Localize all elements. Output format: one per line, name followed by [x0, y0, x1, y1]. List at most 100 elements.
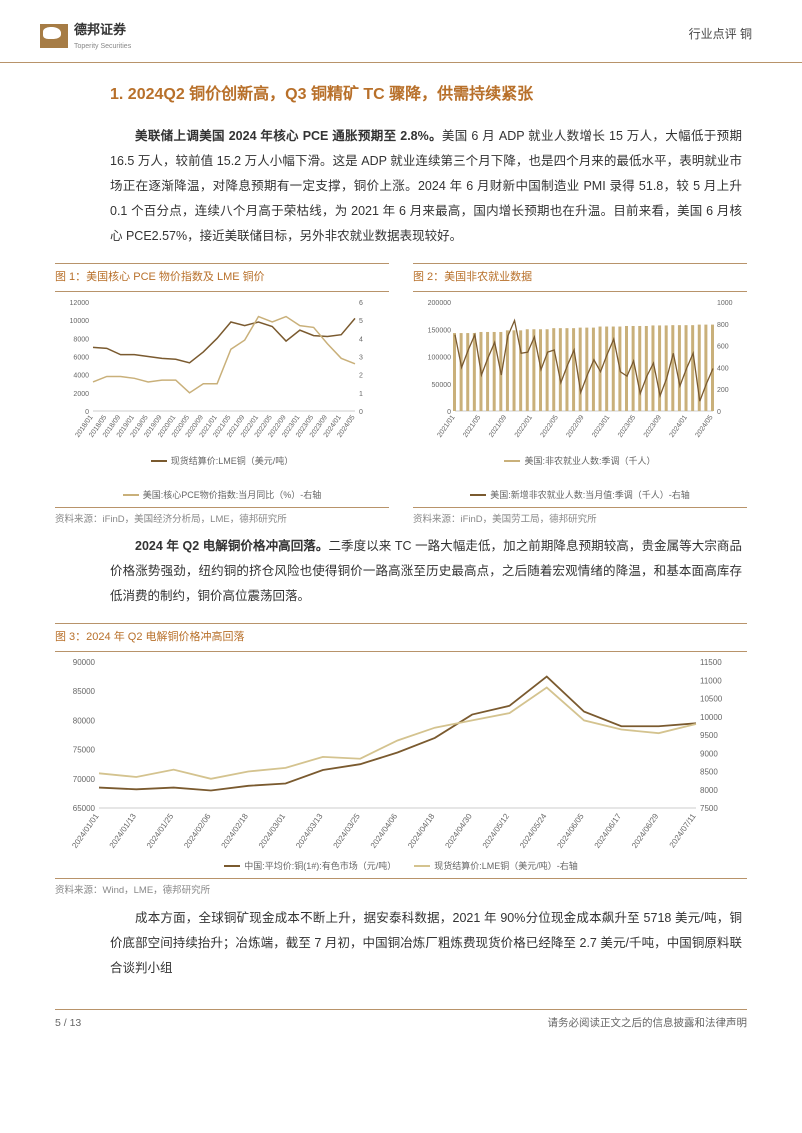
swatch	[504, 460, 520, 462]
chart-1-source: 资料来源：iFinD，美国经济分析局，LME，德邦研究所	[55, 507, 389, 528]
svg-text:2024/05: 2024/05	[694, 414, 714, 439]
svg-text:7500: 7500	[700, 804, 718, 813]
svg-text:2: 2	[359, 373, 363, 380]
logo-block: 德邦证券 Toperity Securities	[40, 18, 131, 54]
svg-text:10000: 10000	[700, 713, 723, 722]
svg-text:800: 800	[717, 322, 729, 329]
svg-text:200: 200	[717, 387, 729, 394]
paragraph-1: 美联储上调美国 2024 年核心 PCE 通胀预期至 2.8%。美国 6 月 A…	[110, 124, 742, 249]
svg-text:11500: 11500	[700, 658, 722, 667]
para1-bold: 美联储上调美国 2024 年核心 PCE 通胀预期至 2.8%。	[135, 129, 442, 143]
svg-text:100000: 100000	[428, 354, 451, 361]
swatch	[151, 460, 167, 462]
swatch	[224, 865, 240, 867]
svg-text:6000: 6000	[73, 354, 89, 361]
svg-text:2024/06/29: 2024/06/29	[630, 812, 661, 850]
svg-text:2024/02/18: 2024/02/18	[220, 812, 251, 850]
svg-text:2023/01: 2023/01	[591, 414, 611, 439]
page-number: 5 / 13	[55, 1014, 81, 1033]
paragraph-2: 2024 年 Q2 电解铜价格冲高回落。二季度以来 TC 一路大幅走低，加之前期…	[110, 534, 742, 609]
swatch	[123, 494, 139, 496]
svg-text:2024/04/30: 2024/04/30	[443, 812, 474, 850]
legend-label: 中国:平均价:铜(1#):有色市场（元/吨）	[244, 858, 396, 874]
swatch	[414, 865, 430, 867]
svg-text:80000: 80000	[73, 717, 96, 726]
svg-text:0: 0	[717, 409, 721, 416]
page-header: 德邦证券 Toperity Securities 行业点评 铜	[0, 0, 802, 63]
svg-text:10000: 10000	[70, 318, 90, 325]
svg-text:50000: 50000	[432, 382, 452, 389]
svg-text:200000: 200000	[428, 300, 451, 307]
svg-text:2024/01: 2024/01	[669, 414, 689, 439]
chart-3-block: 图 3：2024 年 Q2 电解铜价格冲高回落 65000 70000 75000 8…	[55, 623, 747, 899]
svg-text:8000: 8000	[700, 786, 718, 795]
svg-text:2024/01/25: 2024/01/25	[145, 812, 176, 850]
svg-text:1: 1	[359, 391, 363, 398]
legend-label: 现货结算价:LME铜（美元/吨）	[171, 453, 294, 469]
legend-label: 美国:核心PCE物价指数:当月同比（%）-右轴	[143, 487, 322, 503]
chart-3-source: 资料来源：Wind，LME，德邦研究所	[55, 878, 747, 899]
chart-2-legend: 美国:非农就业人数:季调（千人） 美国:新增非农就业人数:当月值:季调（千人）-…	[413, 451, 747, 507]
svg-text:9000: 9000	[700, 749, 718, 758]
svg-text:2023/05: 2023/05	[617, 414, 637, 439]
chart-2-source: 资料来源：iFinD，美国劳工局，德邦研究所	[413, 507, 747, 528]
logo-text: 德邦证券	[74, 18, 131, 41]
legend-label: 美国:新增非农就业人数:当月值:季调（千人）-右轴	[490, 487, 690, 503]
chart-3-legend: 中国:平均价:铜(1#):有色市场（元/吨） 现货结算价:LME铜（美元/吨）-…	[55, 856, 747, 878]
svg-text:400: 400	[717, 365, 729, 372]
svg-text:2024/03/01: 2024/03/01	[257, 812, 288, 850]
svg-text:2024/07/11: 2024/07/11	[668, 812, 698, 850]
legend-item: 美国:核心PCE物价指数:当月同比（%）-右轴	[123, 487, 322, 503]
svg-text:2022/09: 2022/09	[565, 414, 585, 439]
para1-rest: 美国 6 月 ADP 就业人数增长 15 万人，大幅低于预期 16.5 万人，较…	[110, 129, 742, 243]
chart-1-title: 图 1：美国核心 PCE 物价指数及 LME 铜价	[55, 263, 389, 292]
svg-text:1000: 1000	[717, 300, 733, 307]
svg-text:75000: 75000	[73, 746, 96, 755]
legend-item: 美国:非农就业人数:季调（千人）	[504, 453, 655, 469]
legend-item: 中国:平均价:铜(1#):有色市场（元/吨）	[224, 858, 396, 874]
svg-text:65000: 65000	[73, 804, 96, 813]
logo-subtext: Toperity Securities	[74, 41, 131, 54]
svg-text:2024/04/18: 2024/04/18	[406, 812, 437, 850]
svg-text:2021/05: 2021/05	[462, 414, 482, 439]
svg-text:2024/03/13: 2024/03/13	[294, 812, 325, 850]
svg-text:90000: 90000	[73, 658, 96, 667]
svg-text:12000: 12000	[70, 300, 90, 307]
svg-text:6: 6	[359, 300, 363, 307]
legend-label: 现货结算价:LME铜（美元/吨）-右轴	[434, 858, 578, 874]
legend-item: 现货结算价:LME铜（美元/吨）-右轴	[414, 858, 578, 874]
svg-text:85000: 85000	[73, 687, 96, 696]
header-category: 行业点评 铜	[689, 18, 752, 46]
chart-2-canvas: 0500001000001500002000000200400600800100…	[413, 296, 747, 451]
chart-1-canvas: 02000400060008000100001200001234562018/0…	[55, 296, 389, 451]
svg-text:2022/01: 2022/01	[514, 414, 534, 439]
svg-text:3: 3	[359, 354, 363, 361]
legend-item: 美国:新增非农就业人数:当月值:季调（千人）-右轴	[470, 487, 690, 503]
svg-text:0: 0	[359, 409, 363, 416]
svg-text:4: 4	[359, 336, 363, 343]
svg-text:2022/05: 2022/05	[540, 414, 560, 439]
svg-text:11000: 11000	[700, 676, 722, 685]
chart-1-block: 图 1：美国核心 PCE 物价指数及 LME 铜价 02000400060008…	[55, 263, 389, 528]
chart-3-canvas: 65000 70000 75000 80000 85000 90000 7500 8000 85…	[55, 656, 747, 856]
svg-text:2023/09: 2023/09	[643, 414, 663, 439]
svg-text:10500: 10500	[700, 695, 723, 704]
svg-text:4000: 4000	[73, 373, 89, 380]
para2-bold: 2024 年 Q2 电解铜价格冲高回落。	[135, 539, 328, 553]
legend-item: 现货结算价:LME铜（美元/吨）	[151, 453, 294, 469]
svg-text:600: 600	[717, 344, 729, 351]
svg-text:70000: 70000	[73, 775, 96, 784]
paragraph-3: 成本方面，全球铜矿现金成本不断上升，据安泰科数据，2021 年 90%分位现金成…	[110, 906, 742, 981]
swatch	[470, 494, 486, 496]
svg-text:5: 5	[359, 318, 363, 325]
chart-2-block: 图 2：美国非农就业数据 050000100000150000200000020…	[413, 263, 747, 528]
section-title: 1. 2024Q2 铜价创新高，Q3 铜精矿 TC 骤降，供需持续紧张	[110, 83, 742, 106]
svg-text:2000: 2000	[73, 391, 89, 398]
chart-3-title: 图 3：2024 年 Q2 电解铜价格冲高回落	[55, 623, 747, 652]
chart-2-title: 图 2：美国非农就业数据	[413, 263, 747, 292]
svg-text:2024/05/24: 2024/05/24	[518, 812, 549, 850]
svg-text:8500: 8500	[700, 768, 718, 777]
page-footer: 5 / 13 请务必阅读正文之后的信息披露和法律声明	[55, 1009, 747, 1033]
charts-row-1: 图 1：美国核心 PCE 物价指数及 LME 铜价 02000400060008…	[55, 263, 747, 528]
svg-text:2024/03/25: 2024/03/25	[331, 812, 362, 850]
